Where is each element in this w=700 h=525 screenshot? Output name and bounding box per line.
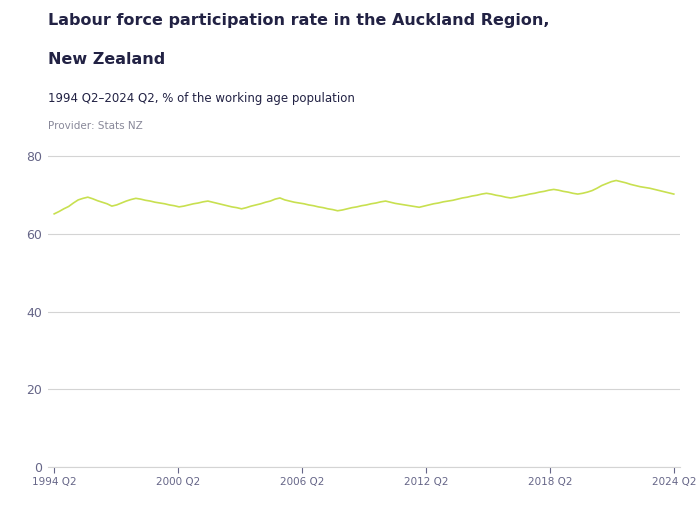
Text: 1994 Q2–2024 Q2, % of the working age population: 1994 Q2–2024 Q2, % of the working age po…: [48, 92, 354, 105]
Text: Labour force participation rate in the Auckland Region,: Labour force participation rate in the A…: [48, 13, 549, 28]
Text: figure.nz: figure.nz: [588, 15, 654, 28]
Text: Provider: Stats NZ: Provider: Stats NZ: [48, 121, 142, 131]
Text: New Zealand: New Zealand: [48, 52, 165, 68]
